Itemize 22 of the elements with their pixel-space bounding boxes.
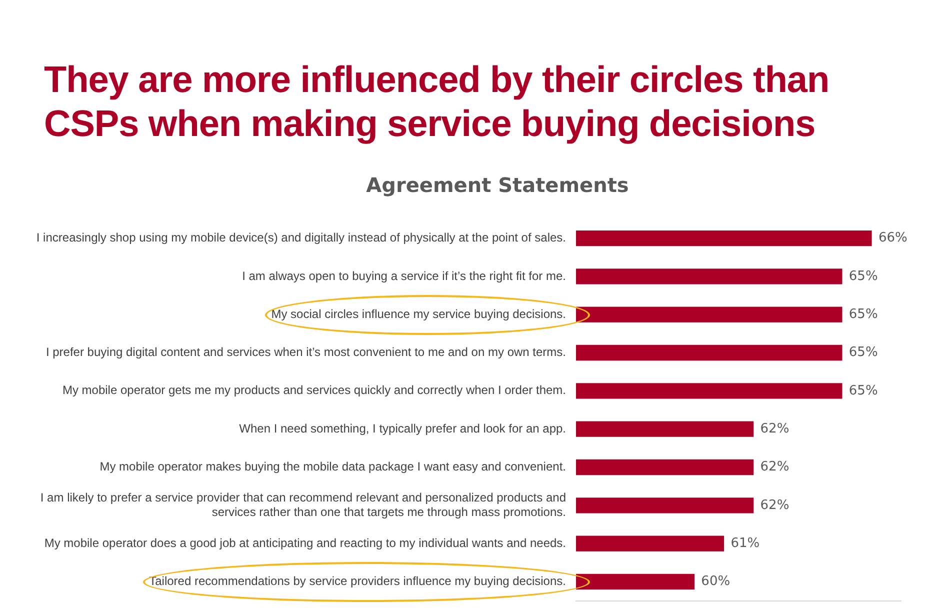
data-label: 62% <box>760 498 790 513</box>
y-tick-label: My mobile operator gets me my products and services quickly and correctly when I order them. <box>62 383 566 398</box>
y-tick-label: I am always open to buying a service if it’s the right fit for me. <box>242 268 566 283</box>
y-tick-label: I am likely to prefer a service provider that can recommend relevant and personalized products and services rather than one that targets me through mass promotions. <box>40 490 566 519</box>
y-tick-label: My mobile operator makes buying the mobile data package I want easy and convenient. <box>100 460 566 474</box>
y-tick-label: When I need something, I typically prefer and look for an app. <box>239 421 566 436</box>
data-label: 62% <box>760 460 790 475</box>
y-tick-label: My mobile operator does a good job at anticipating and reacting to my individual wants and needs. <box>44 536 566 550</box>
data-label: 65% <box>848 345 878 360</box>
data-label: 65% <box>848 268 878 284</box>
data-label: 60% <box>701 574 730 590</box>
chart-subtitle: Agreement Statements <box>365 173 630 197</box>
data-label: 65% <box>848 306 878 322</box>
data-label: 65% <box>848 383 878 398</box>
y-tick-label: My social circles influence my service buying decisions. <box>271 306 566 321</box>
y-tick-label: I prefer buying digital content and services when it’s most convenient to me and on my own terms. <box>46 345 566 360</box>
chart-title: They are more influenced by their circles than CSPs when making service buying decisions <box>44 58 830 146</box>
y-tick-label: I increasingly shop using my mobile device(s) and digitally instead of physically at the point of sales. <box>36 230 566 245</box>
data-label: 62% <box>760 421 790 436</box>
y-tick-label: Tailored recommendations by service providers influence my buying decisions. <box>149 574 566 588</box>
data-label: 61% <box>730 536 760 551</box>
data-label: 66% <box>878 230 908 246</box>
